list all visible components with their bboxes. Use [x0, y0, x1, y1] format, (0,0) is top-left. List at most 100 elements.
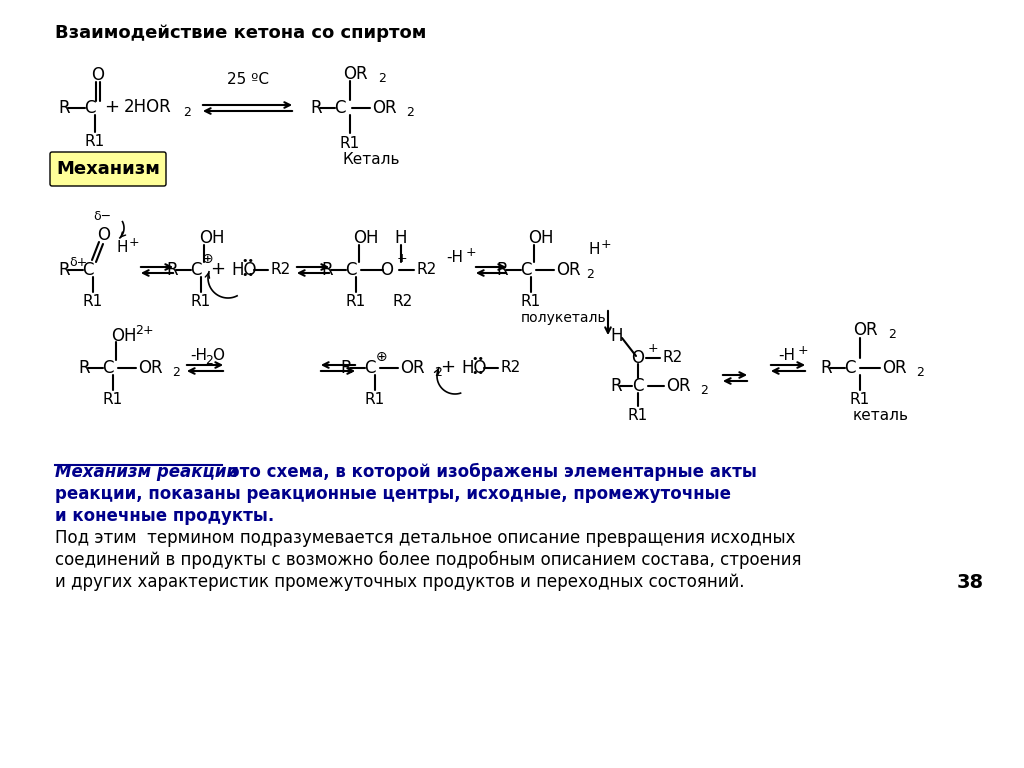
- Text: R1: R1: [521, 294, 541, 310]
- Text: R: R: [321, 261, 333, 279]
- Text: Кеталь: Кеталь: [343, 153, 400, 167]
- Text: C: C: [102, 359, 114, 377]
- Text: OR: OR: [400, 359, 425, 377]
- Text: R1: R1: [83, 294, 103, 310]
- Text: ••: ••: [242, 256, 255, 266]
- Text: R: R: [58, 261, 70, 279]
- Text: R2: R2: [500, 360, 520, 376]
- Text: R1: R1: [346, 294, 367, 310]
- Text: C: C: [84, 99, 96, 117]
- Text: O: O: [212, 349, 224, 363]
- Text: 2: 2: [135, 323, 143, 336]
- Text: +: +: [466, 247, 476, 260]
- Text: OR: OR: [138, 359, 163, 377]
- Text: OR: OR: [556, 261, 581, 279]
- Text: R2: R2: [270, 263, 290, 277]
- Text: 2: 2: [700, 385, 708, 398]
- Text: HO: HO: [461, 359, 486, 377]
- Text: R: R: [58, 99, 70, 117]
- Text: +: +: [440, 358, 456, 376]
- Text: -H: -H: [190, 349, 207, 363]
- Text: реакции, показаны реакционные центры, исходные, промежуточные: реакции, показаны реакционные центры, ис…: [55, 485, 731, 503]
- Text: H: H: [588, 243, 599, 257]
- Text: 2: 2: [434, 366, 442, 379]
- Text: O: O: [632, 349, 644, 367]
- Text: C: C: [520, 261, 531, 279]
- Text: R1: R1: [628, 409, 648, 423]
- Text: R2: R2: [662, 350, 682, 366]
- Text: C: C: [844, 359, 856, 377]
- Text: R: R: [78, 359, 90, 377]
- Text: C: C: [334, 99, 346, 117]
- Text: +: +: [648, 342, 658, 355]
- Text: и других характеристик промежуточных продуктов и переходных состояний.: и других характеристик промежуточных про…: [55, 573, 744, 591]
- Text: кеталь: кеталь: [853, 409, 909, 423]
- Text: 2: 2: [586, 269, 594, 282]
- Text: -H: -H: [778, 349, 795, 363]
- Text: OR: OR: [343, 65, 368, 83]
- Text: это схема, в которой изображены элементарные акты: это схема, в которой изображены элемента…: [224, 463, 757, 482]
- Text: R: R: [610, 377, 622, 395]
- Text: R1: R1: [340, 135, 360, 151]
- Text: R1: R1: [190, 294, 211, 310]
- Text: R1: R1: [365, 392, 385, 408]
- Text: и конечные продукты.: и конечные продукты.: [55, 507, 274, 525]
- Text: OH: OH: [199, 229, 224, 247]
- Text: δ+: δ+: [69, 256, 87, 269]
- Text: Под этим  термином подразумевается детальное описание превращения исходных: Под этим термином подразумевается деталь…: [55, 529, 796, 547]
- Text: H: H: [116, 240, 128, 256]
- Text: O: O: [381, 261, 393, 279]
- Text: R: R: [496, 261, 508, 279]
- FancyBboxPatch shape: [50, 152, 166, 186]
- Text: R: R: [166, 261, 177, 279]
- Text: +: +: [104, 98, 120, 116]
- Text: R: R: [340, 359, 351, 377]
- Text: C: C: [345, 261, 356, 279]
- Text: R: R: [820, 359, 831, 377]
- Text: 25 ºC: 25 ºC: [227, 72, 269, 88]
- Text: ⊕: ⊕: [202, 252, 214, 266]
- Text: OR: OR: [372, 99, 396, 117]
- Text: C: C: [365, 359, 376, 377]
- Text: +: +: [397, 253, 408, 266]
- Text: Взаимодействие кетона со спиртом: Взаимодействие кетона со спиртом: [55, 24, 426, 42]
- Text: соединений в продукты с возможно более подробным описанием состава, строения: соединений в продукты с возможно более п…: [55, 551, 802, 569]
- Text: O: O: [97, 226, 111, 244]
- Text: +: +: [211, 260, 225, 278]
- Text: R: R: [310, 99, 322, 117]
- Text: +: +: [129, 237, 139, 250]
- Text: +: +: [798, 345, 809, 357]
- Text: O: O: [91, 66, 104, 84]
- Text: 2: 2: [183, 105, 190, 118]
- Text: OH: OH: [353, 229, 379, 247]
- Text: R1: R1: [850, 392, 870, 408]
- Text: Механизм: Механизм: [56, 160, 160, 178]
- Text: полукеталь: полукеталь: [521, 311, 606, 325]
- Text: 2: 2: [205, 355, 213, 368]
- Text: OH: OH: [528, 229, 554, 247]
- Text: +: +: [601, 239, 611, 251]
- Text: R2: R2: [416, 263, 436, 277]
- Text: 2: 2: [406, 107, 414, 120]
- Text: R1: R1: [85, 134, 105, 150]
- Text: +: +: [143, 323, 154, 336]
- Text: R2: R2: [393, 294, 413, 310]
- Text: 2: 2: [888, 329, 896, 342]
- Text: Механизм реакции: Механизм реакции: [55, 463, 239, 481]
- Text: ••: ••: [471, 368, 484, 378]
- Text: ⊕: ⊕: [376, 350, 388, 364]
- Text: H: H: [610, 327, 623, 345]
- Text: 2: 2: [916, 366, 924, 379]
- Text: 38: 38: [956, 573, 984, 592]
- Text: H: H: [394, 229, 408, 247]
- Text: C: C: [632, 377, 644, 395]
- Text: ••: ••: [471, 354, 484, 364]
- Text: 2: 2: [172, 366, 180, 379]
- Text: -H: -H: [446, 250, 463, 266]
- Text: OR: OR: [666, 377, 690, 395]
- Text: HO: HO: [231, 261, 256, 279]
- Text: δ−: δ−: [93, 210, 111, 223]
- Text: OR: OR: [882, 359, 906, 377]
- Text: OR: OR: [853, 321, 878, 339]
- Text: C: C: [190, 261, 202, 279]
